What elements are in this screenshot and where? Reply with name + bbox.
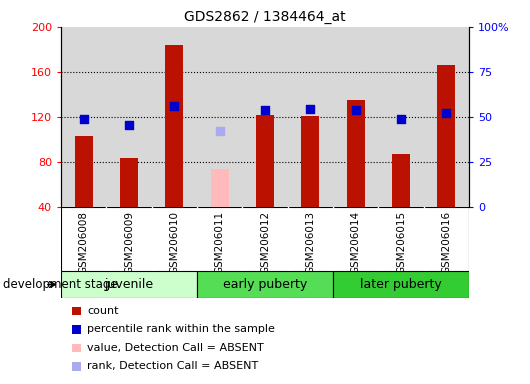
Point bbox=[215, 127, 224, 134]
Title: GDS2862 / 1384464_at: GDS2862 / 1384464_at bbox=[184, 10, 346, 25]
Point bbox=[351, 107, 360, 113]
Point bbox=[170, 103, 179, 109]
Text: percentile rank within the sample: percentile rank within the sample bbox=[87, 324, 275, 334]
Bar bbox=[197, 271, 333, 298]
Text: GSM206009: GSM206009 bbox=[124, 210, 134, 273]
Text: GSM206015: GSM206015 bbox=[396, 210, 406, 274]
Text: count: count bbox=[87, 306, 119, 316]
Text: GSM206012: GSM206012 bbox=[260, 210, 270, 274]
Bar bbox=[437, 65, 455, 207]
Bar bbox=[75, 136, 93, 207]
Point bbox=[306, 106, 315, 112]
Text: later puberty: later puberty bbox=[360, 278, 442, 291]
Point bbox=[442, 109, 450, 116]
Text: juvenile: juvenile bbox=[104, 278, 154, 291]
Point bbox=[397, 116, 405, 122]
Text: GSM206016: GSM206016 bbox=[441, 210, 452, 274]
Text: GSM206013: GSM206013 bbox=[305, 210, 315, 274]
Bar bbox=[392, 154, 410, 207]
Bar bbox=[120, 158, 138, 207]
Bar bbox=[165, 45, 183, 207]
Text: value, Detection Call = ABSENT: value, Detection Call = ABSENT bbox=[87, 343, 264, 353]
Text: early puberty: early puberty bbox=[223, 278, 307, 291]
Text: GSM206011: GSM206011 bbox=[215, 210, 225, 274]
Point bbox=[261, 107, 269, 113]
Bar bbox=[333, 271, 469, 298]
Text: GSM206010: GSM206010 bbox=[169, 210, 179, 273]
Point bbox=[125, 122, 133, 128]
Bar bbox=[347, 100, 365, 207]
Text: GSM206014: GSM206014 bbox=[351, 210, 361, 274]
Bar bbox=[301, 116, 320, 207]
Bar bbox=[61, 271, 197, 298]
Text: GSM206008: GSM206008 bbox=[78, 210, 89, 273]
Bar bbox=[256, 115, 274, 207]
Point bbox=[80, 116, 88, 122]
Bar bbox=[61, 207, 469, 271]
Bar bbox=[210, 169, 229, 207]
Text: development stage: development stage bbox=[3, 278, 117, 291]
Text: rank, Detection Call = ABSENT: rank, Detection Call = ABSENT bbox=[87, 361, 259, 371]
